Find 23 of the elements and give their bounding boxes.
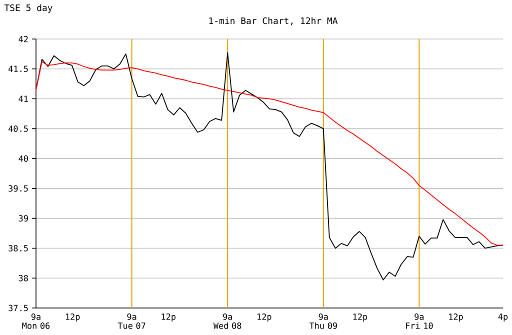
chart-title: TSE 5 day: [4, 4, 52, 13]
y-tick-label: 40.5: [8, 125, 28, 132]
x-tick-label: 9a Mon 06: [22, 314, 50, 329]
x-tick-label: 9a Thu 09: [309, 314, 337, 329]
y-tick-label: 37.5: [8, 304, 28, 312]
x-tick-label: 12p: [258, 314, 272, 322]
y-tick-label: 41: [18, 96, 28, 102]
y-tick-label: 40: [18, 155, 28, 162]
x-tick-label: 12p: [449, 314, 463, 322]
x-tick-label: 4p: [498, 314, 508, 322]
x-tick-label: 9a Fri 10: [406, 314, 433, 329]
chart-subtitle: 1-min Bar Chart, 12hr MA: [209, 17, 338, 26]
y-tick-label: 42: [18, 36, 28, 42]
y-tick-label: 39.5: [8, 185, 28, 192]
y-tick-label: 39: [18, 215, 28, 222]
y-tick-label: 38: [18, 274, 28, 282]
x-tick-label: 12p: [66, 314, 80, 322]
x-tick-label: 9a Wed 08: [213, 314, 242, 329]
x-tick-label: 12p: [162, 314, 176, 322]
x-tick-label: 12p: [353, 314, 368, 322]
y-tick-label: 41.5: [8, 66, 28, 72]
x-tick-label: 9a Tue 07: [118, 314, 146, 329]
y-tick-label: 38.5: [8, 245, 28, 252]
